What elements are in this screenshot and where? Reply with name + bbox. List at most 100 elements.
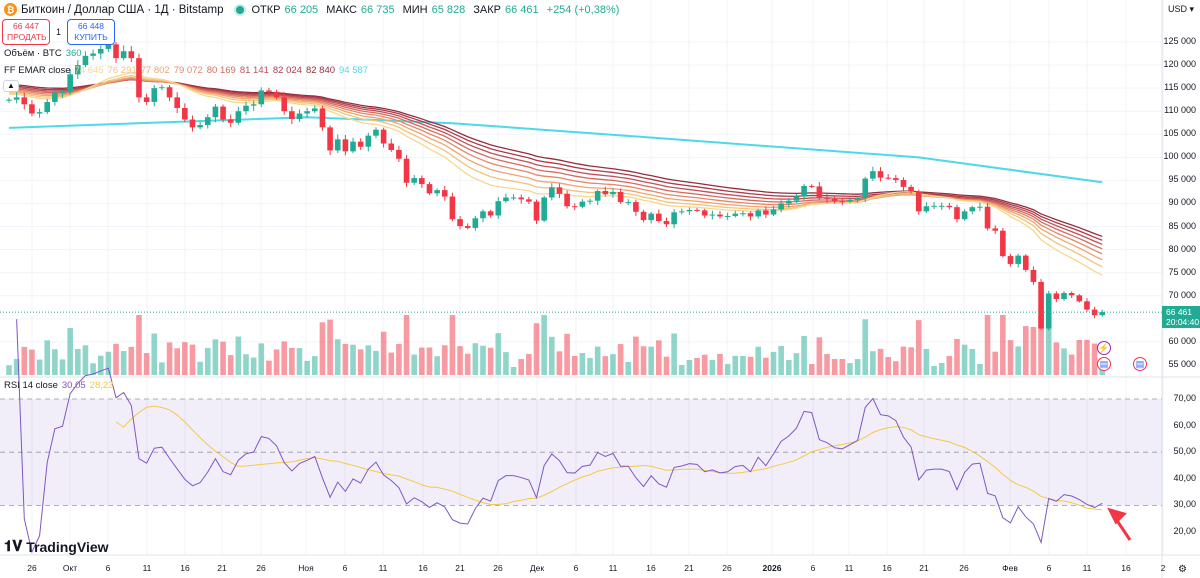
volume-bar xyxy=(75,349,81,375)
volume-bar xyxy=(464,353,471,375)
candle xyxy=(801,183,807,201)
ema-legend[interactable]: FF EMAR close 74 645 76 291 77 802 79 072 80 … xyxy=(4,65,376,76)
candle xyxy=(503,193,509,203)
buy-button[interactable]: 66 448 КУПИТЬ xyxy=(67,19,116,45)
price-axis-label: 90 000 xyxy=(1168,197,1196,208)
sell-button[interactable]: 66 447 ПРОДАТЬ xyxy=(2,19,50,45)
volume-bar xyxy=(816,337,823,375)
volume-bar xyxy=(984,315,991,375)
candle xyxy=(296,109,303,122)
last-price-tag: 66 461 20:04:40 xyxy=(1162,306,1200,328)
collapse-legend-button[interactable]: ▲ xyxy=(3,80,19,92)
volume-bar xyxy=(954,338,960,375)
candle xyxy=(281,92,288,115)
rsi-legend[interactable]: RSI 14 close 30,05 28,23 xyxy=(4,380,117,391)
candle xyxy=(1084,298,1090,312)
candle xyxy=(464,223,471,230)
candle xyxy=(656,209,662,223)
time-axis-label: 26 xyxy=(256,563,266,573)
volume-bar xyxy=(548,336,555,375)
volume-bar xyxy=(319,322,326,375)
candle xyxy=(724,212,731,220)
candle xyxy=(90,49,96,60)
symbol-title[interactable]: Биткоин / Доллар США · 1Д · Bitstamp xyxy=(21,3,224,16)
time-axis-label: 16 xyxy=(180,563,190,573)
time-axis-label: 21 xyxy=(684,563,694,573)
volume-bar xyxy=(724,363,731,375)
ema-ribbon-line xyxy=(8,74,1103,268)
time-axis-label: 26 xyxy=(959,563,969,573)
candle xyxy=(174,92,180,114)
volume-bar xyxy=(258,343,265,375)
volume-bar xyxy=(128,346,135,375)
spread-value: 1 xyxy=(56,27,62,37)
candle xyxy=(518,194,525,204)
candle xyxy=(52,90,58,106)
candle xyxy=(915,189,922,215)
price-axis-label: 125 000 xyxy=(1163,36,1196,46)
candle xyxy=(411,175,417,186)
candle xyxy=(1053,291,1060,303)
volume-bar xyxy=(533,323,540,375)
candle xyxy=(457,215,463,230)
volume-bar xyxy=(656,340,662,375)
candle xyxy=(969,205,976,215)
volume-bar xyxy=(90,363,96,375)
high-label: МАКС xyxy=(326,3,357,16)
price-axis-label: 105 000 xyxy=(1163,128,1196,139)
candle xyxy=(1068,291,1075,299)
us-flag-event-icon[interactable]: ▤ xyxy=(1133,357,1147,371)
volume-bar xyxy=(250,357,257,375)
volume-bar xyxy=(671,333,677,375)
time-axis-label: 16 xyxy=(1121,563,1131,573)
time-axis-label: 16 xyxy=(882,563,892,573)
price-axis-label: 75 000 xyxy=(1168,266,1196,277)
volume-bar xyxy=(1068,354,1075,375)
candle xyxy=(1076,294,1083,303)
currency-selector[interactable]: USD ▾ xyxy=(1168,4,1195,14)
time-axis-label: 21 xyxy=(455,563,465,573)
us-flag-event-icon[interactable]: ▤ xyxy=(1097,357,1111,371)
time-axis-label: Дек xyxy=(529,563,545,573)
symbol-legend: ₿ Биткоин / Доллар США · 1Д · Bitstamp О… xyxy=(4,3,623,16)
candle xyxy=(785,197,792,208)
volume-bar xyxy=(785,360,792,375)
volume-bar xyxy=(908,347,914,375)
candle xyxy=(839,198,846,206)
candle xyxy=(441,185,448,201)
volume-bar xyxy=(770,351,777,375)
time-axis-label: 26 xyxy=(27,563,37,573)
volume-bar xyxy=(1084,339,1090,375)
volume-bar xyxy=(105,351,112,375)
volume-bar xyxy=(885,357,891,375)
tradingview-logo[interactable]: 𝟏𝐕 TradingView xyxy=(4,538,109,555)
candle xyxy=(1099,309,1106,317)
candle xyxy=(793,194,800,204)
volume-bar xyxy=(518,359,525,375)
bar-countdown: 20:04:40 xyxy=(1166,317,1200,327)
time-axis-label: 11 xyxy=(844,563,854,573)
candle xyxy=(648,212,654,224)
candle xyxy=(510,194,517,201)
candle xyxy=(327,125,333,156)
volume-bar xyxy=(357,349,364,375)
currency-label: USD xyxy=(1168,4,1188,14)
volume-bar xyxy=(235,336,242,375)
ema-ribbon-line xyxy=(8,76,1103,261)
candle xyxy=(831,195,838,204)
volume-legend[interactable]: Объём · BTC 360 xyxy=(4,48,86,59)
trade-panel: 66 447 ПРОДАТЬ 1 66 448 КУПИТЬ xyxy=(2,19,116,45)
candle xyxy=(373,127,379,139)
volume-bar xyxy=(457,346,463,375)
volume-bar xyxy=(1007,340,1014,375)
candle xyxy=(29,100,35,117)
candle xyxy=(893,175,899,184)
volume-bar xyxy=(472,343,479,375)
lightning-event-icon[interactable]: ⚡ xyxy=(1097,341,1111,355)
volume-bar xyxy=(893,361,899,375)
candle xyxy=(594,189,601,205)
candle xyxy=(602,186,609,197)
ema-value: 74 645 xyxy=(74,65,104,76)
settings-icon[interactable]: ⚙ xyxy=(1178,564,1187,575)
